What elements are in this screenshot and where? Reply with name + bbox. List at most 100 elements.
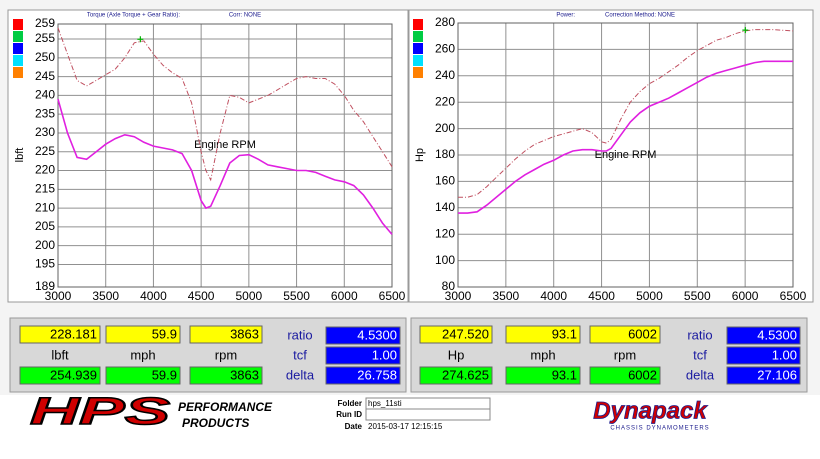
x-tick-label: 5000 — [636, 289, 663, 303]
y-tick-label: 205 — [35, 219, 55, 233]
side-label: ratio — [687, 327, 712, 342]
x-axis-label: Engine RPM — [194, 139, 256, 151]
readout-box — [19, 366, 101, 385]
brand-sub: CHASSIS DYNAMOMETERS — [610, 426, 709, 432]
y-tick-label: 260 — [435, 42, 455, 56]
side-value: 1.00 — [772, 347, 797, 362]
chart-title: Power: — [556, 13, 575, 19]
side-value: 4.5300 — [757, 327, 797, 342]
side-value: 4.5300 — [357, 327, 397, 342]
y-tick-label: 160 — [435, 174, 455, 188]
y-tick-label: 220 — [35, 163, 55, 177]
y-tick-label: 245 — [35, 69, 55, 83]
date-value: 2015-03-17 12:15:15 — [368, 422, 443, 431]
readout-value: 3863 — [230, 326, 259, 341]
x-tick-label: 6000 — [331, 289, 358, 303]
side-box — [726, 326, 801, 345]
x-tick-label: 6500 — [780, 289, 807, 303]
chart-subtitle: Correction Method: NONE — [605, 13, 675, 19]
series-line — [57, 27, 393, 182]
readout-label: Hp — [448, 347, 465, 362]
y-tick-label: 140 — [435, 200, 455, 214]
x-tick-label: 6500 — [379, 289, 406, 303]
x-tick-label: 3000 — [45, 289, 72, 303]
y-tick-label: 240 — [35, 88, 55, 102]
side-label: delta — [286, 367, 315, 382]
swatch — [13, 43, 23, 54]
peak-marker — [742, 27, 749, 34]
readout-label: rpm — [215, 347, 237, 362]
y-tick-label: 210 — [35, 200, 55, 214]
readout-value: 59.9 — [152, 326, 177, 341]
folder-label: Folder — [338, 399, 362, 408]
chart-title: Torque (Axle Torque + Gear Ratio): — [87, 13, 180, 19]
plot-border — [457, 22, 794, 288]
y-tick-label: 235 — [35, 106, 55, 120]
run-field — [365, 408, 491, 421]
x-tick-label: 6000 — [732, 289, 759, 303]
date-label: Date — [345, 422, 363, 431]
hps-logo: HPS — [30, 391, 170, 433]
readout-value: 254.939 — [50, 367, 97, 382]
swatch — [413, 43, 423, 54]
swatch — [413, 31, 423, 42]
readout-value: 247.520 — [442, 326, 489, 341]
readout-box — [505, 325, 581, 344]
y-tick-label: 230 — [35, 125, 55, 139]
y-tick-label: 200 — [35, 238, 55, 252]
readout-value: 6002 — [628, 326, 657, 341]
logo-line: PERFORMANCE — [178, 400, 273, 414]
readout-value: 3863 — [230, 367, 259, 382]
readout-box — [505, 366, 581, 385]
readout-label: mph — [130, 347, 155, 362]
swatch — [13, 67, 23, 78]
y-tick-label: 255 — [35, 31, 55, 45]
x-tick-label: 4000 — [540, 289, 567, 303]
readout-box — [189, 366, 263, 385]
left-chart-frame — [7, 9, 409, 303]
x-tick-label: 5500 — [283, 289, 310, 303]
y-tick-label: 215 — [35, 181, 55, 195]
side-label: delta — [686, 367, 715, 382]
readout-value: 93.1 — [552, 326, 577, 341]
readout-label: rpm — [614, 347, 636, 362]
right-chart-frame — [408, 9, 814, 303]
y-tick-label: 195 — [35, 257, 55, 271]
y-axis-label: Hp — [414, 148, 426, 162]
readout-box — [419, 366, 493, 385]
side-box — [325, 366, 401, 385]
plot-border — [57, 23, 393, 288]
readout-box — [589, 325, 661, 344]
y-tick-label: 200 — [435, 121, 455, 135]
swatch — [413, 19, 423, 30]
readout-label: lbft — [51, 347, 69, 362]
readout-value: 59.9 — [152, 367, 177, 382]
y-tick-label: 280 — [435, 15, 455, 29]
chart-subtitle: Corr: NONE — [229, 13, 261, 19]
x-tick-label: 4500 — [588, 289, 615, 303]
x-tick-label: 5000 — [236, 289, 263, 303]
readout-box — [105, 366, 181, 385]
side-value: 1.00 — [372, 347, 397, 362]
run-label: Run ID — [336, 410, 362, 419]
side-box — [726, 346, 801, 365]
readout-box — [419, 325, 493, 344]
y-tick-label: 120 — [435, 226, 455, 240]
side-value: 27.106 — [757, 367, 797, 382]
x-tick-label: 3000 — [445, 289, 472, 303]
readout-value: 93.1 — [552, 367, 577, 382]
side-box — [325, 326, 401, 345]
right-legend-swatches — [413, 19, 423, 78]
y-tick-label: 220 — [435, 94, 455, 108]
readout-box — [105, 325, 181, 344]
y-tick-label: 259 — [35, 16, 55, 30]
peak-marker — [137, 36, 144, 43]
swatch — [13, 19, 23, 30]
readout-box — [19, 325, 101, 344]
y-tick-label: 180 — [435, 147, 455, 161]
y-axis-label: lbft — [14, 148, 26, 163]
y-tick-label: 100 — [435, 253, 455, 267]
brand: Dynapack — [593, 397, 708, 424]
readout-label: mph — [530, 347, 555, 362]
